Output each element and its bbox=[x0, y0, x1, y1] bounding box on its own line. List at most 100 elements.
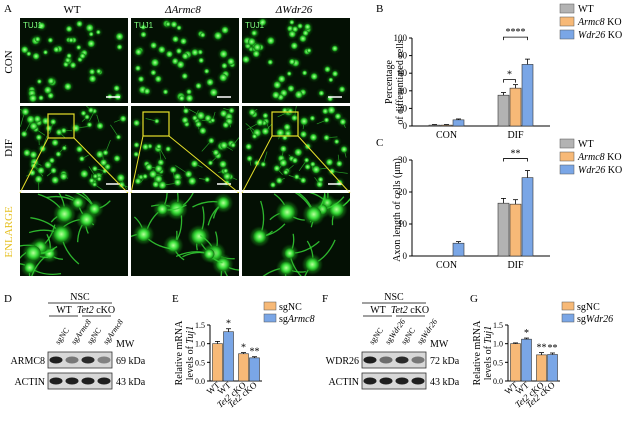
cell-body bbox=[251, 30, 257, 36]
blot-band bbox=[49, 356, 63, 364]
cell-body bbox=[174, 178, 182, 186]
cell-body bbox=[172, 36, 179, 43]
cell-body bbox=[155, 75, 162, 83]
blot-band bbox=[379, 377, 393, 385]
cell-body bbox=[312, 165, 320, 174]
cell-body bbox=[261, 127, 269, 135]
legend-label: Wdr26 KO bbox=[578, 165, 622, 176]
panel-letter-d: D bbox=[4, 293, 12, 305]
cell-body bbox=[47, 92, 54, 99]
cell-body bbox=[96, 29, 101, 35]
cell-body bbox=[38, 22, 45, 30]
cell-body bbox=[304, 157, 310, 163]
cell-body bbox=[260, 161, 266, 167]
cell-body bbox=[68, 37, 74, 43]
blot-band bbox=[81, 377, 95, 385]
bar bbox=[521, 177, 534, 257]
cell-body bbox=[310, 73, 318, 80]
blot-band bbox=[65, 356, 79, 364]
cell-body bbox=[150, 42, 157, 49]
cell-body bbox=[294, 174, 300, 180]
cell-body bbox=[322, 108, 329, 115]
cell-body bbox=[76, 45, 82, 50]
significance-bracket bbox=[503, 79, 516, 83]
cell-body bbox=[289, 58, 295, 65]
cell-body bbox=[279, 159, 287, 167]
y-axis-label: Relative mRNA bbox=[472, 320, 483, 385]
cell-body bbox=[324, 66, 331, 73]
y-tick-label: 1.5 bbox=[493, 321, 503, 330]
cell-body bbox=[292, 26, 299, 33]
zoom-line bbox=[19, 137, 49, 194]
cell-cluster bbox=[20, 106, 128, 190]
cell-body bbox=[220, 110, 227, 117]
bar bbox=[452, 119, 465, 127]
cell-body bbox=[289, 19, 295, 25]
cell-cluster bbox=[134, 19, 236, 103]
cell-body bbox=[89, 178, 95, 184]
cell-body bbox=[66, 25, 73, 32]
cell-body bbox=[336, 160, 343, 167]
blot-band bbox=[395, 356, 409, 364]
cell-body bbox=[133, 151, 139, 157]
cell-body bbox=[44, 86, 52, 94]
panel-letter-f: F bbox=[322, 293, 328, 305]
y-tick-label: 0 bbox=[403, 251, 408, 261]
cell-body bbox=[299, 35, 307, 42]
protein-label: ARMC8 bbox=[11, 356, 45, 367]
cell-body bbox=[217, 196, 230, 210]
cell-body bbox=[53, 46, 60, 53]
legend-label: sgNC bbox=[279, 302, 302, 313]
cell-body bbox=[50, 167, 57, 174]
cell-body bbox=[64, 83, 72, 91]
cell-body bbox=[245, 143, 252, 150]
cell-body bbox=[221, 26, 229, 34]
cell-body bbox=[247, 38, 256, 46]
cell-body bbox=[47, 77, 55, 85]
cell-body bbox=[21, 46, 29, 54]
y-tick-label: 0 bbox=[403, 121, 408, 131]
cell-body bbox=[42, 117, 50, 125]
legend-swatch bbox=[559, 3, 575, 14]
cell-body bbox=[23, 149, 31, 157]
x-tick-label: DIF bbox=[507, 260, 524, 271]
cell-body bbox=[192, 115, 198, 121]
cell-body bbox=[51, 139, 59, 146]
cell-body bbox=[223, 172, 231, 181]
cell-body bbox=[88, 31, 94, 37]
cell-body bbox=[163, 89, 168, 95]
cell-body bbox=[102, 150, 109, 156]
cell-body bbox=[89, 75, 96, 83]
cell-body bbox=[157, 159, 164, 166]
bar bbox=[212, 343, 223, 382]
cell-body bbox=[249, 109, 256, 116]
cell-body bbox=[222, 122, 229, 128]
blot-band bbox=[49, 377, 63, 385]
blot-band bbox=[97, 377, 111, 385]
cell-body bbox=[135, 48, 142, 56]
cell-body bbox=[96, 68, 102, 74]
cell-body bbox=[36, 134, 42, 141]
cell-body bbox=[291, 114, 298, 121]
blot-band bbox=[81, 356, 95, 364]
cell-body bbox=[267, 59, 273, 65]
panel-letter-a: A bbox=[4, 3, 12, 15]
bar bbox=[497, 94, 510, 127]
cell-body bbox=[295, 90, 303, 99]
cell-body bbox=[252, 50, 260, 58]
bar bbox=[509, 203, 522, 257]
cell-body bbox=[165, 146, 171, 152]
blot-band bbox=[97, 356, 111, 364]
legend-label: Armc8 KO bbox=[577, 152, 622, 163]
blot-group-label: WT bbox=[370, 305, 386, 316]
legend-swatch bbox=[559, 16, 575, 27]
cell-body bbox=[43, 50, 48, 55]
panel-letter-b: B bbox=[376, 3, 383, 15]
cell-body bbox=[283, 169, 289, 175]
cell-body bbox=[214, 31, 222, 40]
cell-body bbox=[89, 69, 95, 75]
cell-body bbox=[340, 146, 348, 153]
cell-body bbox=[332, 70, 338, 77]
